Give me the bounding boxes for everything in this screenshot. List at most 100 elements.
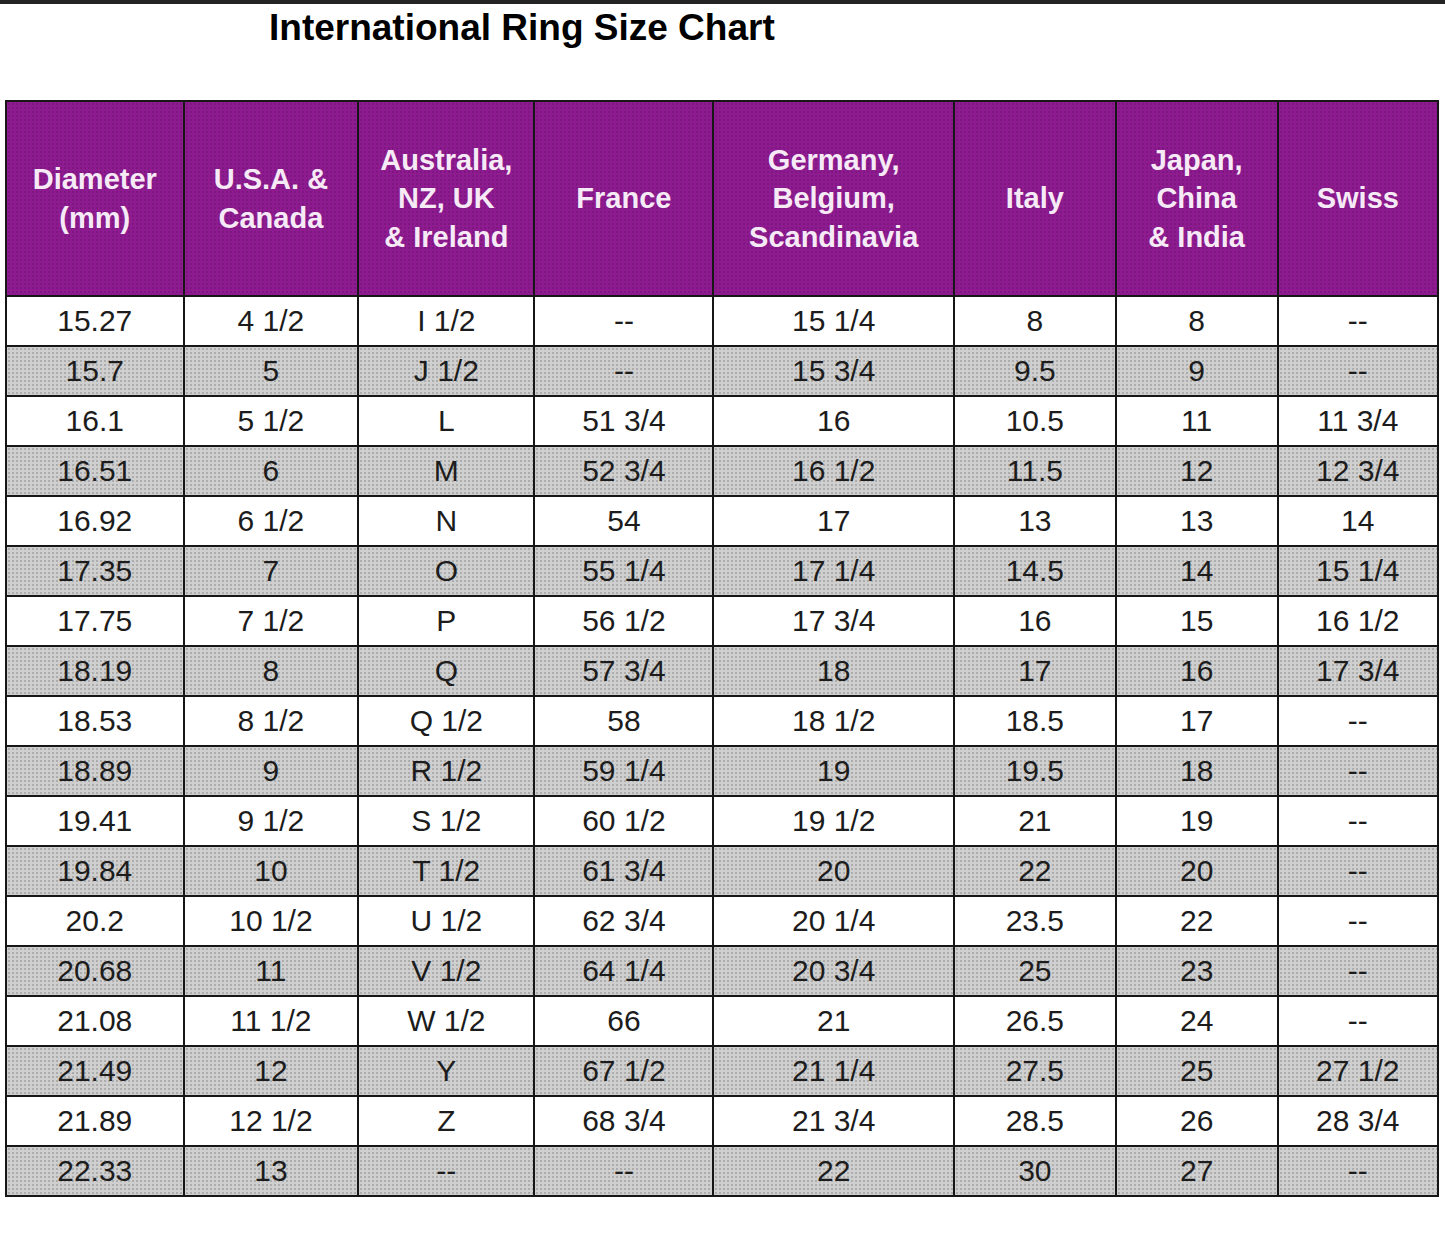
table-cell: 28 3/4 xyxy=(1278,1096,1438,1146)
table-cell: -- xyxy=(1278,846,1438,896)
table-cell: 68 3/4 xyxy=(534,1096,713,1146)
table-cell: 20 3/4 xyxy=(713,946,954,996)
table-cell: 11 xyxy=(1116,396,1278,446)
table-cell: 56 1/2 xyxy=(534,596,713,646)
ring-size-table: Diameter (mm)U.S.A. & CanadaAustralia, N… xyxy=(5,100,1439,1197)
table-cell: -- xyxy=(534,1146,713,1196)
table-cell: 22 xyxy=(713,1146,954,1196)
table-cell: 22.33 xyxy=(6,1146,184,1196)
table-cell: 6 xyxy=(184,446,359,496)
table-cell: 11 3/4 xyxy=(1278,396,1438,446)
table-cell: 27 xyxy=(1116,1146,1278,1196)
table-cell: 13 xyxy=(184,1146,359,1196)
table-cell: 26.5 xyxy=(954,996,1116,1046)
table-cell: 20.2 xyxy=(6,896,184,946)
table-cell: 8 1/2 xyxy=(184,696,359,746)
table-cell: 17.75 xyxy=(6,596,184,646)
table-row: 16.926 1/2N5417131314 xyxy=(6,496,1438,546)
table-cell: -- xyxy=(534,296,713,346)
table-cell: T 1/2 xyxy=(358,846,534,896)
table-row: 18.899R 1/259 1/41919.518-- xyxy=(6,746,1438,796)
table-row: 16.516M52 3/416 1/211.51212 3/4 xyxy=(6,446,1438,496)
table-cell: 23 xyxy=(1116,946,1278,996)
table-row: 17.357O55 1/417 1/414.51415 1/4 xyxy=(6,546,1438,596)
table-cell: 16 1/2 xyxy=(713,446,954,496)
table-cell: 25 xyxy=(1116,1046,1278,1096)
table-cell: 19 1/2 xyxy=(713,796,954,846)
table-cell: 15 xyxy=(1116,596,1278,646)
table-cell: 58 xyxy=(534,696,713,746)
table-cell: 21 3/4 xyxy=(713,1096,954,1146)
table-cell: -- xyxy=(1278,796,1438,846)
table-cell: 17 xyxy=(713,496,954,546)
table-cell: 20 xyxy=(713,846,954,896)
table-cell: M xyxy=(358,446,534,496)
table-row: 15.75J 1/2--15 3/49.59-- xyxy=(6,346,1438,396)
table-cell: 8 xyxy=(1116,296,1278,346)
table-cell: 21.08 xyxy=(6,996,184,1046)
table-row: 20.210 1/2U 1/262 3/420 1/423.522-- xyxy=(6,896,1438,946)
table-cell: 22 xyxy=(954,846,1116,896)
table-cell: 18.5 xyxy=(954,696,1116,746)
table-cell: 62 3/4 xyxy=(534,896,713,946)
table-cell: 61 3/4 xyxy=(534,846,713,896)
table-cell: V 1/2 xyxy=(358,946,534,996)
header-cell: Italy xyxy=(954,101,1116,296)
table-cell: -- xyxy=(1278,746,1438,796)
table-cell: 21 xyxy=(713,996,954,1046)
table-row: 21.0811 1/2W 1/2662126.524-- xyxy=(6,996,1438,1046)
table-cell: 19 xyxy=(713,746,954,796)
table-cell: 66 xyxy=(534,996,713,1046)
table-cell: -- xyxy=(358,1146,534,1196)
table-cell: 10.5 xyxy=(954,396,1116,446)
table-cell: 12 xyxy=(184,1046,359,1096)
table-cell: Z xyxy=(358,1096,534,1146)
table-row: 15.274 1/2I 1/2--15 1/488-- xyxy=(6,296,1438,346)
table-cell: 19.5 xyxy=(954,746,1116,796)
table-cell: 13 xyxy=(954,496,1116,546)
table-cell: 17.35 xyxy=(6,546,184,596)
table-cell: 18 1/2 xyxy=(713,696,954,746)
table-cell: 14 xyxy=(1278,496,1438,546)
table-cell: 7 1/2 xyxy=(184,596,359,646)
table-cell: 9 1/2 xyxy=(184,796,359,846)
table-cell: 14.5 xyxy=(954,546,1116,596)
table-cell: 27 1/2 xyxy=(1278,1046,1438,1096)
table-cell: 51 3/4 xyxy=(534,396,713,446)
table-cell: 11 xyxy=(184,946,359,996)
table-cell: S 1/2 xyxy=(358,796,534,846)
table-cell: 30 xyxy=(954,1146,1116,1196)
table-cell: 5 1/2 xyxy=(184,396,359,446)
table-cell: Q xyxy=(358,646,534,696)
page-title: International Ring Size Chart xyxy=(269,7,775,49)
table-cell: 20 1/4 xyxy=(713,896,954,946)
header-cell: France xyxy=(534,101,713,296)
table-cell: -- xyxy=(1278,946,1438,996)
table-cell: 18 xyxy=(713,646,954,696)
table-row: 21.4912Y67 1/221 1/427.52527 1/2 xyxy=(6,1046,1438,1096)
table-cell: 16 xyxy=(954,596,1116,646)
table-cell: 17 1/4 xyxy=(713,546,954,596)
table-cell: 11 1/2 xyxy=(184,996,359,1046)
table-cell: 20.68 xyxy=(6,946,184,996)
table-cell: 19.84 xyxy=(6,846,184,896)
table-cell: 10 1/2 xyxy=(184,896,359,946)
table-cell: 15.27 xyxy=(6,296,184,346)
table-cell: -- xyxy=(1278,696,1438,746)
table-cell: 16 xyxy=(1116,646,1278,696)
table-cell: 28.5 xyxy=(954,1096,1116,1146)
table-cell: 14 xyxy=(1116,546,1278,596)
table-cell: 12 1/2 xyxy=(184,1096,359,1146)
table-cell: 54 xyxy=(534,496,713,546)
table-cell: 21 1/4 xyxy=(713,1046,954,1096)
table-cell: Q 1/2 xyxy=(358,696,534,746)
table-cell: 21.49 xyxy=(6,1046,184,1096)
table-cell: 9 xyxy=(184,746,359,796)
table-cell: 9.5 xyxy=(954,346,1116,396)
table-body: 15.274 1/2I 1/2--15 1/488--15.75J 1/2--1… xyxy=(6,296,1438,1196)
table-cell: 59 1/4 xyxy=(534,746,713,796)
table-row: 22.3313----223027-- xyxy=(6,1146,1438,1196)
table-cell: 23.5 xyxy=(954,896,1116,946)
table-cell: 4 1/2 xyxy=(184,296,359,346)
table-cell: 55 1/4 xyxy=(534,546,713,596)
